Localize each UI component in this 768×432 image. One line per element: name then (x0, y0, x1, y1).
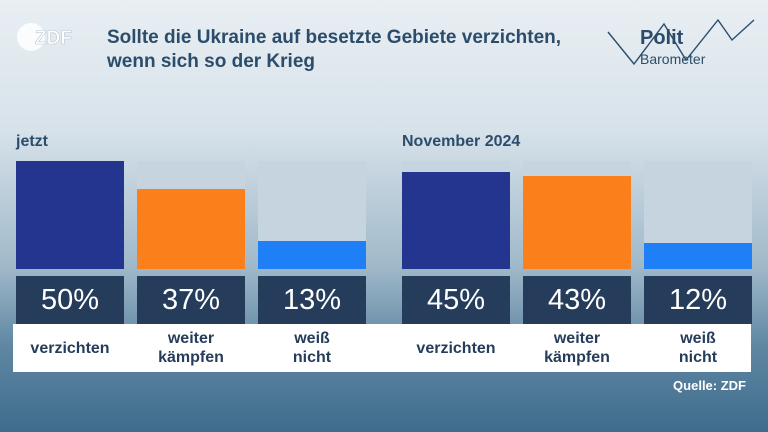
bar (644, 243, 752, 269)
bar (137, 189, 245, 269)
politbarometer-logo-graphic (607, 18, 755, 66)
zdf-logo: ZDF (17, 23, 72, 51)
svg-text:ZDF: ZDF (35, 28, 72, 49)
brand-barometer: Barometer (640, 51, 706, 67)
category-label: verzichten (30, 339, 110, 357)
group-title-1: November 2024 (402, 133, 521, 150)
value-label: 13% (258, 276, 366, 324)
category-label: verzichten (416, 339, 496, 357)
brand-polit: Polit (640, 27, 684, 49)
bar (402, 172, 510, 269)
source-note: Quelle: ZDF (673, 378, 746, 393)
chart-title: Sollte die Ukraine auf besetzte Gebiete … (107, 27, 562, 72)
category-label: weiß nicht (678, 330, 718, 366)
category-label-strip (13, 324, 751, 372)
bar (523, 176, 631, 269)
value-label: 37% (137, 276, 245, 324)
value-label: 12% (644, 276, 752, 324)
bar (258, 241, 366, 269)
group-title-0: jetzt (16, 133, 48, 150)
value-label: 50% (16, 276, 124, 324)
category-label: weiter kämpfen (158, 330, 224, 366)
value-label: 45% (402, 276, 510, 324)
value-label: 43% (523, 276, 631, 324)
category-label: weiß nicht (292, 330, 332, 366)
bar (16, 161, 124, 269)
category-label: weiter kämpfen (544, 330, 610, 366)
